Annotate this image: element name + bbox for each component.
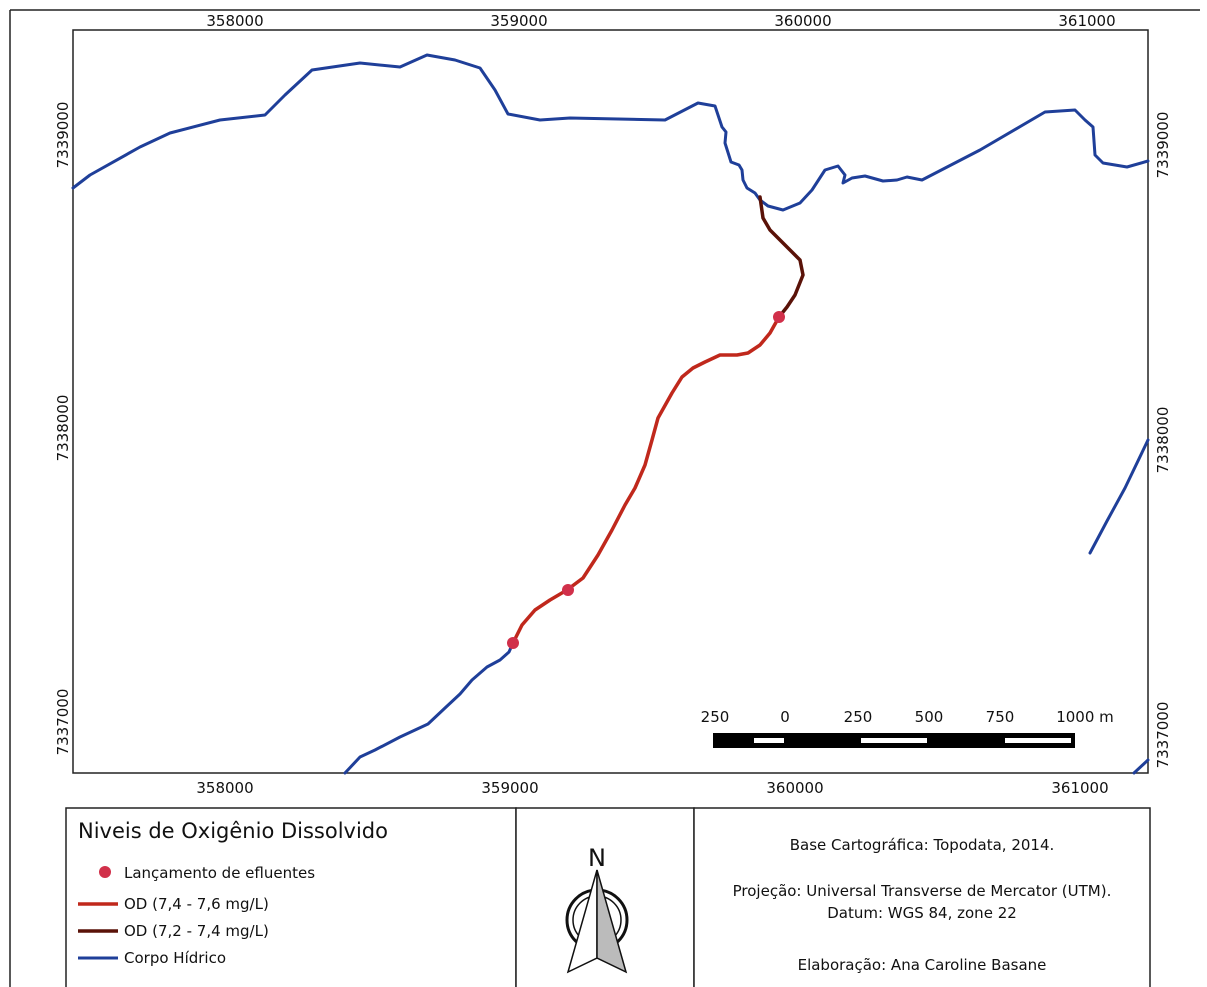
x-ticks-top: 358000 359000 360000 361000 bbox=[206, 12, 1115, 30]
corner-river bbox=[1132, 758, 1150, 775]
legend-items: Lançamento de efluentes OD (7,4 - 7,6 mg… bbox=[78, 864, 315, 967]
x-tick-bottom: 360000 bbox=[766, 779, 823, 797]
x-tick-top: 361000 bbox=[1058, 12, 1115, 30]
credit-datum: Datum: WGS 84, zone 22 bbox=[827, 904, 1017, 922]
scale-label: 0 bbox=[780, 708, 790, 726]
od-low-segment bbox=[758, 195, 805, 319]
y-tick-left: 7339000 bbox=[54, 102, 72, 169]
y-tick-right: 7338000 bbox=[1154, 407, 1172, 474]
x-tick-bottom: 359000 bbox=[481, 779, 538, 797]
x-tick-bottom: 361000 bbox=[1051, 779, 1108, 797]
y-tick-left: 7337000 bbox=[54, 689, 72, 756]
scale-label: 250 bbox=[701, 708, 730, 726]
main-river bbox=[71, 53, 1150, 212]
credit-projection: Projeção: Universal Transverse de Mercat… bbox=[733, 882, 1112, 900]
y-ticks-left: 7339000 7338000 7337000 bbox=[54, 102, 72, 756]
x-tick-top: 360000 bbox=[774, 12, 831, 30]
right-river bbox=[1088, 438, 1150, 555]
scale-label: 500 bbox=[915, 708, 944, 726]
x-tick-bottom: 358000 bbox=[196, 779, 253, 797]
river-layer bbox=[71, 53, 1150, 775]
discharge-point bbox=[562, 584, 574, 596]
legend-item-label: Lançamento de efluentes bbox=[124, 864, 315, 882]
scale-bar-segment bbox=[1005, 738, 1071, 743]
credit-author: Elaboração: Ana Caroline Basane bbox=[798, 956, 1047, 974]
north-label: N bbox=[588, 844, 606, 872]
legend-box bbox=[65, 807, 517, 987]
legend-item-label: OD (7,4 - 7,6 mg/L) bbox=[124, 895, 269, 913]
map-frame bbox=[72, 29, 1149, 774]
scale-bar-segment bbox=[861, 738, 927, 743]
north-arrow-icon: N bbox=[565, 844, 629, 974]
y-tick-right: 7339000 bbox=[1154, 112, 1172, 179]
downstream-river bbox=[343, 641, 515, 775]
x-tick-top: 359000 bbox=[490, 12, 547, 30]
discharge-point bbox=[507, 637, 519, 649]
y-tick-right: 7337000 bbox=[1154, 702, 1172, 769]
scale-bar-segment bbox=[754, 738, 784, 743]
x-tick-top: 358000 bbox=[206, 12, 263, 30]
od-high-segment bbox=[511, 315, 781, 645]
y-ticks-right: 7339000 7338000 7337000 bbox=[1154, 112, 1172, 769]
credits-box bbox=[693, 807, 1151, 987]
legend-item-label: Corpo Hídrico bbox=[124, 949, 226, 967]
scale-label: 250 bbox=[844, 708, 873, 726]
x-ticks-bottom: 358000 359000 360000 361000 bbox=[196, 779, 1108, 797]
scale-label: 1000 m bbox=[1056, 708, 1114, 726]
scale-label: 750 bbox=[986, 708, 1015, 726]
discharge-point bbox=[773, 311, 785, 323]
y-tick-left: 7338000 bbox=[54, 395, 72, 462]
discharge-points bbox=[507, 311, 785, 649]
credit-base: Base Cartográfica: Topodata, 2014. bbox=[790, 836, 1055, 854]
legend-item-label: OD (7,2 - 7,4 mg/L) bbox=[124, 922, 269, 940]
legend-title: Niveis de Oxigênio Dissolvido bbox=[78, 819, 388, 843]
scale-bar: 250 0 250 500 750 1000 m bbox=[701, 708, 1114, 748]
credits: Base Cartográfica: Topodata, 2014. Proje… bbox=[733, 836, 1112, 974]
legend-point-symbol bbox=[99, 866, 111, 878]
